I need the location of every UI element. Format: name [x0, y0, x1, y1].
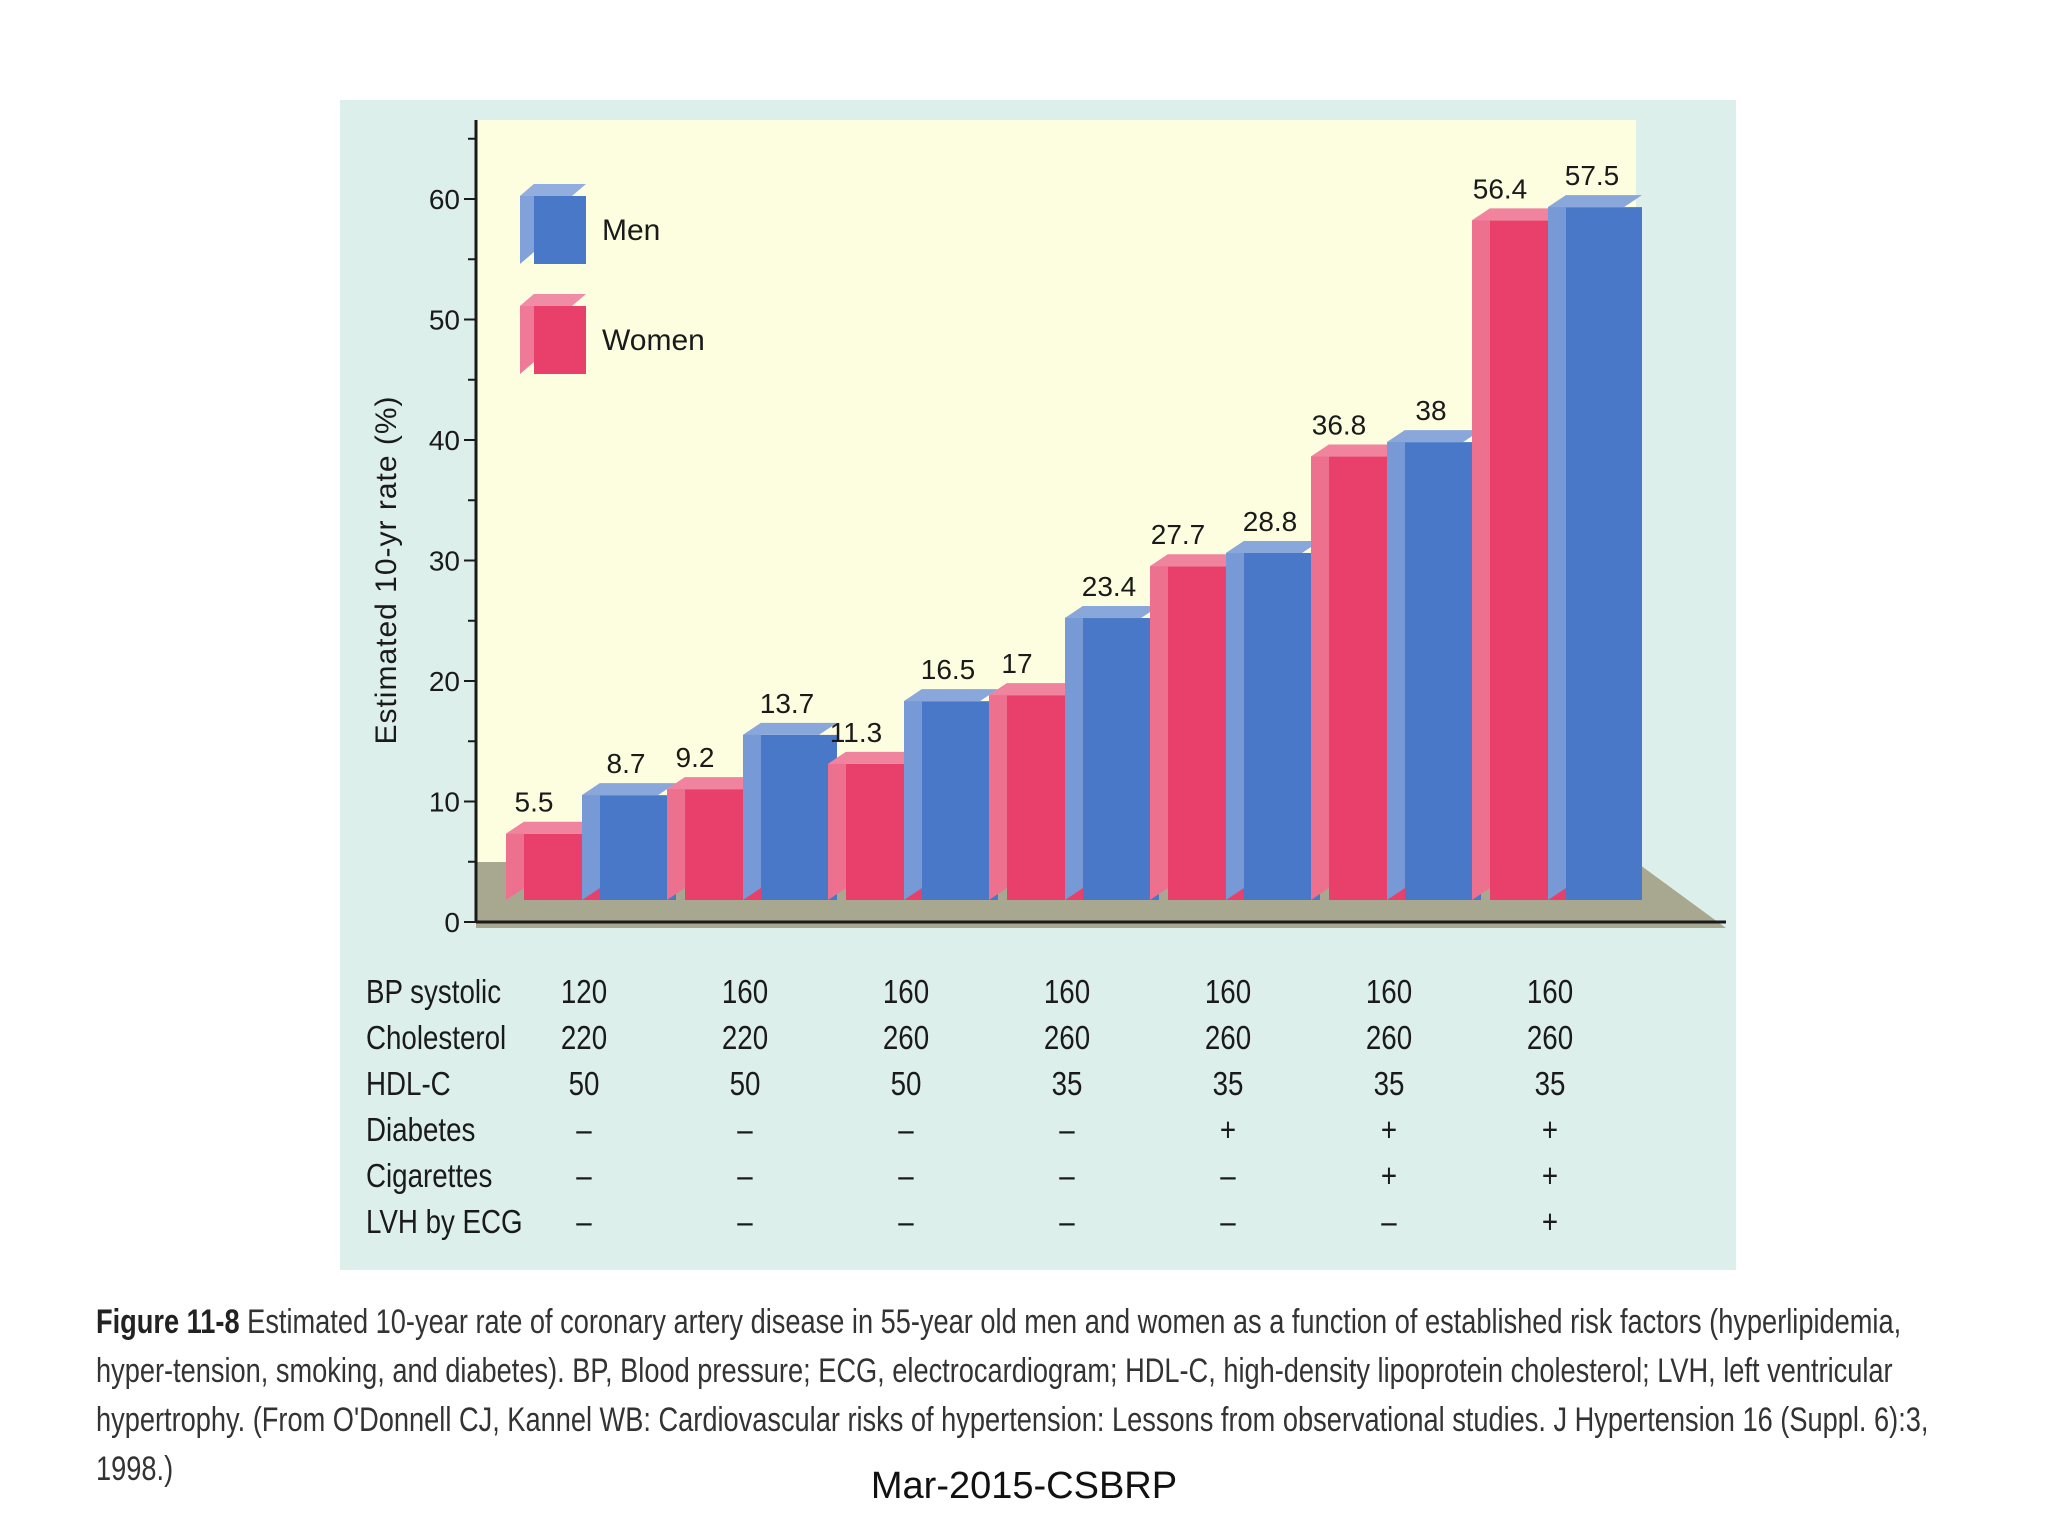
data-label-women: 27.7 — [1151, 519, 1206, 550]
legend-swatch — [534, 196, 586, 264]
data-label-men: 13.7 — [760, 688, 815, 719]
figure-caption: Figure 11-8 Estimated 10-year rate of co… — [96, 1298, 1960, 1494]
y-tick-label: 10 — [429, 787, 460, 818]
y-tick-label: 50 — [429, 305, 460, 336]
bar-women-side — [667, 777, 685, 900]
bar-men-side — [1548, 195, 1566, 900]
y-tick-label: 40 — [429, 425, 460, 456]
legend-swatch-side — [520, 294, 534, 374]
y-tick-label: 20 — [429, 666, 460, 697]
legend-item-women: Women — [520, 294, 705, 374]
legend-item-men: Men — [520, 184, 660, 264]
data-label-women: 36.8 — [1312, 410, 1367, 441]
bar-men-top — [904, 689, 998, 702]
bar-men-side — [1387, 430, 1405, 900]
y-axis-label: Estimated 10-yr rate (%) — [370, 395, 403, 744]
bar-women-top — [506, 821, 600, 834]
data-label-men: 57.5 — [1565, 160, 1620, 191]
bar-men — [1226, 540, 1320, 900]
data-label-men: 38 — [1415, 395, 1446, 426]
bar-women-side — [1150, 554, 1168, 900]
bar-women-top — [667, 777, 761, 790]
bar-women-side — [989, 683, 1007, 900]
bar-men-side — [582, 783, 600, 900]
bar-men-side — [1226, 540, 1244, 900]
legend-swatch-side — [520, 184, 534, 264]
bar-women-side — [1311, 444, 1329, 900]
y-tick-label: 0 — [444, 907, 460, 938]
bar-men-side — [904, 689, 922, 900]
legend-swatch-top — [520, 184, 586, 196]
data-labels: 5.5 8.7 9.2 13.7 11.3 16.5 17 23.4 27.7 28.8 36.8 3… — [515, 160, 1620, 818]
bar-women-top — [1311, 444, 1405, 457]
bar-men-side — [1065, 606, 1083, 900]
bar-men-side — [743, 722, 761, 900]
bar-men — [743, 722, 837, 900]
bar-men-front — [761, 734, 837, 900]
bar-men-top — [1226, 540, 1320, 553]
data-label-men: 16.5 — [921, 654, 976, 685]
bar-women-top — [989, 683, 1083, 696]
data-label-men: 8.7 — [607, 748, 646, 779]
bars — [506, 195, 1642, 900]
bar-men-front — [1083, 618, 1159, 900]
bar-men-front — [600, 795, 676, 900]
legend-swatch-top — [520, 294, 586, 306]
bar-women-side — [828, 751, 846, 900]
bar-men — [1387, 430, 1481, 900]
data-label-men: 23.4 — [1082, 571, 1137, 602]
bar-men-top — [1065, 606, 1159, 619]
bar-men-front — [1244, 552, 1320, 900]
bar-men-top — [743, 722, 837, 735]
data-label-men: 28.8 — [1243, 506, 1298, 537]
bar-men-front — [922, 701, 998, 900]
footer-text: Mar-2015-CSBRP — [870, 1465, 1178, 1507]
bar-women-side — [506, 821, 524, 900]
bar-women-side — [1472, 208, 1490, 900]
bar-women-top — [1472, 208, 1566, 221]
legend-label: Women — [602, 324, 705, 357]
y-axis: 0 10 20 30 40 50 60 — [429, 120, 1726, 938]
bar-men-front — [1566, 207, 1642, 900]
bar-men-top — [582, 783, 676, 796]
bar-men — [904, 689, 998, 900]
bar-women-top — [828, 751, 922, 764]
legend-label: Men — [602, 214, 660, 247]
bar-men-top — [1548, 195, 1642, 208]
legend-swatch — [534, 306, 586, 374]
bar-men-top — [1387, 430, 1481, 443]
bar-men — [1065, 606, 1159, 900]
bar-women-top — [1150, 554, 1244, 567]
legend: Men Women — [520, 184, 705, 374]
data-label-women: 56.4 — [1473, 173, 1528, 204]
data-label-women: 9.2 — [676, 742, 715, 773]
bar-men — [582, 783, 676, 900]
y-tick-label: 60 — [429, 184, 460, 215]
y-tick-label: 30 — [429, 546, 460, 577]
bar-men-front — [1405, 442, 1481, 900]
data-label-women: 17 — [1001, 648, 1032, 679]
data-label-women: 5.5 — [515, 787, 554, 818]
data-label-women: 11.3 — [830, 717, 882, 748]
bar-men — [1548, 195, 1642, 900]
figure-label: Figure 11-8 — [96, 1303, 240, 1341]
figure-caption-text: Estimated 10-year rate of coronary arter… — [96, 1303, 1929, 1488]
